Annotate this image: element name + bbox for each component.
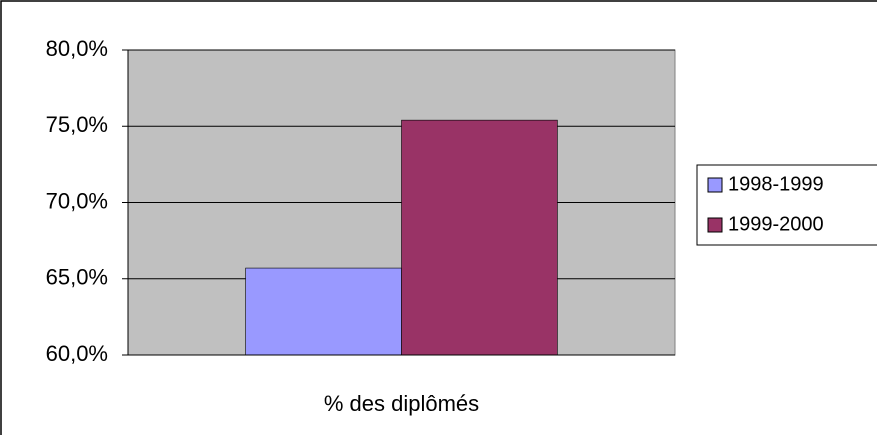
legend-swatch	[707, 217, 723, 233]
legend-label: 1999-2000	[728, 213, 824, 235]
y-tick-label: 80,0%	[46, 36, 108, 61]
legend-frame	[696, 164, 877, 246]
bar	[245, 267, 402, 356]
y-tick-label: 75,0%	[46, 112, 108, 137]
x-tick-label: % des diplômés	[324, 391, 479, 416]
y-tick-label: 70,0%	[46, 188, 108, 213]
y-tick-label: 65,0%	[46, 265, 108, 290]
bar	[401, 119, 558, 356]
y-tick-label: 60,0%	[46, 341, 108, 366]
legend-swatch	[707, 177, 723, 193]
legend-label: 1998-1999	[728, 173, 824, 195]
